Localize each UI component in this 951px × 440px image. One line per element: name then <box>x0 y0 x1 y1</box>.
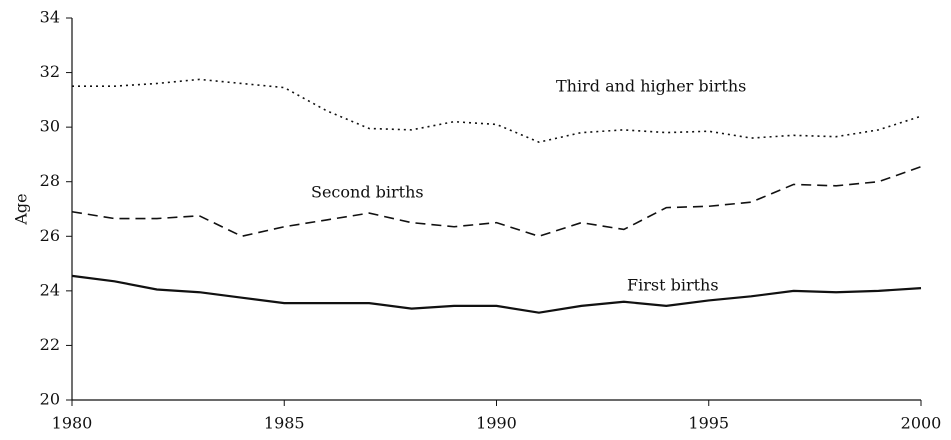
y-tick-label: 20 <box>40 390 60 409</box>
y-tick-label: 26 <box>40 226 60 245</box>
series-label: Second births <box>311 183 424 202</box>
y-tick-label: 30 <box>40 117 60 136</box>
y-tick-label: 34 <box>40 8 60 27</box>
series-label: First births <box>627 276 719 295</box>
y-tick-label: 32 <box>40 62 60 81</box>
x-tick-label: 1990 <box>476 414 517 433</box>
y-tick-label: 28 <box>40 171 60 190</box>
y-tick-label: 24 <box>40 280 60 299</box>
y-axis-label: Age <box>12 193 31 225</box>
x-tick-label: 2000 <box>901 414 942 433</box>
series-label: Third and higher births <box>556 77 746 96</box>
series-line <box>72 78 922 143</box>
series-line <box>71 165 922 238</box>
x-tick-label: 1995 <box>688 414 729 433</box>
y-tick-label: 22 <box>40 335 60 354</box>
x-tick-label: 1980 <box>52 414 93 433</box>
series-line <box>71 274 922 314</box>
x-tick-label: 1985 <box>264 414 305 433</box>
